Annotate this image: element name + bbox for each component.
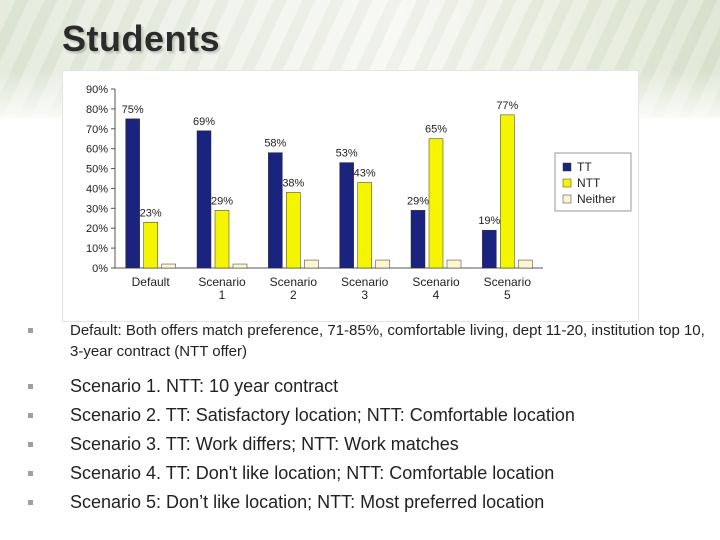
bar-tt	[482, 229, 497, 269]
bullet-list: Default: Both offers match preference, 7…	[28, 320, 708, 517]
legend-label: TT	[577, 160, 592, 174]
x-tick-label: 1	[219, 288, 226, 302]
data-label: 38%	[282, 177, 304, 189]
x-tick-label: Scenario	[341, 275, 389, 289]
bullet-item: Scenario 5: Don’t like location; NTT: Mo…	[28, 488, 708, 517]
y-tick-label: 40%	[86, 183, 108, 195]
bar-tt	[196, 130, 212, 269]
legend-label: NTT	[577, 176, 601, 190]
data-label: 29%	[211, 195, 233, 207]
bullet-item: Default: Both offers match preference, 7…	[28, 320, 708, 362]
bar-chart: 0% 10% 20% 30% 40% 50% 60% 70% 80% 90% 75% 23% Defau…	[86, 84, 632, 302]
bar-tt	[410, 210, 426, 269]
bar-neither	[304, 259, 319, 269]
y-tick-label: 60%	[86, 144, 108, 156]
x-tick-label: Default	[132, 275, 171, 289]
bullet-marker-icon	[28, 500, 33, 505]
bar-neither	[161, 263, 176, 269]
data-label: 75%	[122, 104, 144, 116]
data-label: 43%	[354, 167, 376, 179]
data-label: 19%	[478, 215, 500, 227]
bullet-item: Scenario 4. TT: Don't like location; NTT…	[28, 459, 708, 488]
legend-swatch-ntt	[562, 178, 572, 188]
bar-tt	[268, 152, 283, 269]
x-tick-label: Scenario	[412, 275, 460, 289]
y-tick-label: 90%	[86, 84, 108, 96]
data-label: 53%	[336, 148, 358, 160]
bar-neither	[446, 259, 462, 269]
legend-swatch-neither	[562, 194, 572, 204]
legend-swatch-tt	[562, 162, 572, 172]
x-tick-label: 5	[504, 288, 511, 302]
bar-ntt	[428, 138, 444, 269]
bullet-marker-icon	[28, 328, 33, 333]
bar-neither	[232, 263, 248, 269]
x-tick-label: Scenario	[270, 275, 318, 289]
bar-tt	[125, 118, 140, 269]
bar-tt	[339, 162, 354, 269]
legend-label: Neither	[577, 192, 616, 206]
bar-ntt	[143, 222, 158, 269]
chart-frame: 0% 10% 20% 30% 40% 50% 60% 70% 80% 90% 75% 23% Defau…	[62, 70, 639, 322]
data-label: 65%	[425, 124, 447, 136]
bullet-text: Default: Both offers match preference, 7…	[70, 322, 705, 360]
data-label: 69%	[193, 116, 215, 128]
data-label: 29%	[407, 195, 429, 207]
bar-ntt	[286, 192, 301, 269]
bar-ntt	[357, 182, 372, 269]
y-tick-label: 80%	[86, 104, 108, 116]
y-tick-label: 20%	[86, 223, 108, 235]
y-tick-label: 30%	[86, 203, 108, 215]
y-tick-label: 10%	[86, 243, 108, 255]
bullet-item: Scenario 2. TT: Satisfactory location; N…	[28, 401, 708, 430]
bullet-item: Scenario 1. NTT: 10 year contract	[28, 372, 708, 401]
bullet-marker-icon	[28, 384, 33, 389]
bullet-marker-icon	[28, 413, 33, 418]
y-tick-label: 0%	[92, 263, 108, 275]
x-tick-label: Scenario	[198, 275, 246, 289]
bar-ntt	[500, 114, 515, 269]
y-tick-label: 50%	[86, 164, 108, 176]
y-tick-label: 70%	[86, 124, 108, 136]
bullet-item: Scenario 3. TT: Work differs; NTT: Work …	[28, 430, 708, 459]
bullet-text: Scenario 2. TT: Satisfactory location; N…	[70, 405, 575, 425]
x-tick-label: 4	[433, 288, 440, 302]
x-tick-label: Scenario	[484, 275, 532, 289]
bar-neither	[518, 259, 533, 269]
data-label: 58%	[264, 138, 286, 150]
bar-ntt	[214, 210, 230, 269]
bullet-text: Scenario 5: Don’t like location; NTT: Mo…	[70, 492, 545, 512]
bullet-text: Scenario 4. TT: Don't like location; NTT…	[70, 463, 555, 483]
bullet-marker-icon	[28, 442, 33, 447]
bar-neither	[375, 259, 390, 269]
data-label: 77%	[496, 100, 518, 112]
data-label: 23%	[140, 207, 162, 219]
bullet-text: Scenario 1. NTT: 10 year contract	[70, 376, 339, 396]
bullet-marker-icon	[28, 471, 33, 476]
x-tick-label: 3	[361, 288, 368, 302]
x-tick-label: 2	[290, 288, 297, 302]
slide-title: Students	[62, 18, 221, 59]
bullet-text: Scenario 3. TT: Work differs; NTT: Work …	[70, 434, 459, 454]
